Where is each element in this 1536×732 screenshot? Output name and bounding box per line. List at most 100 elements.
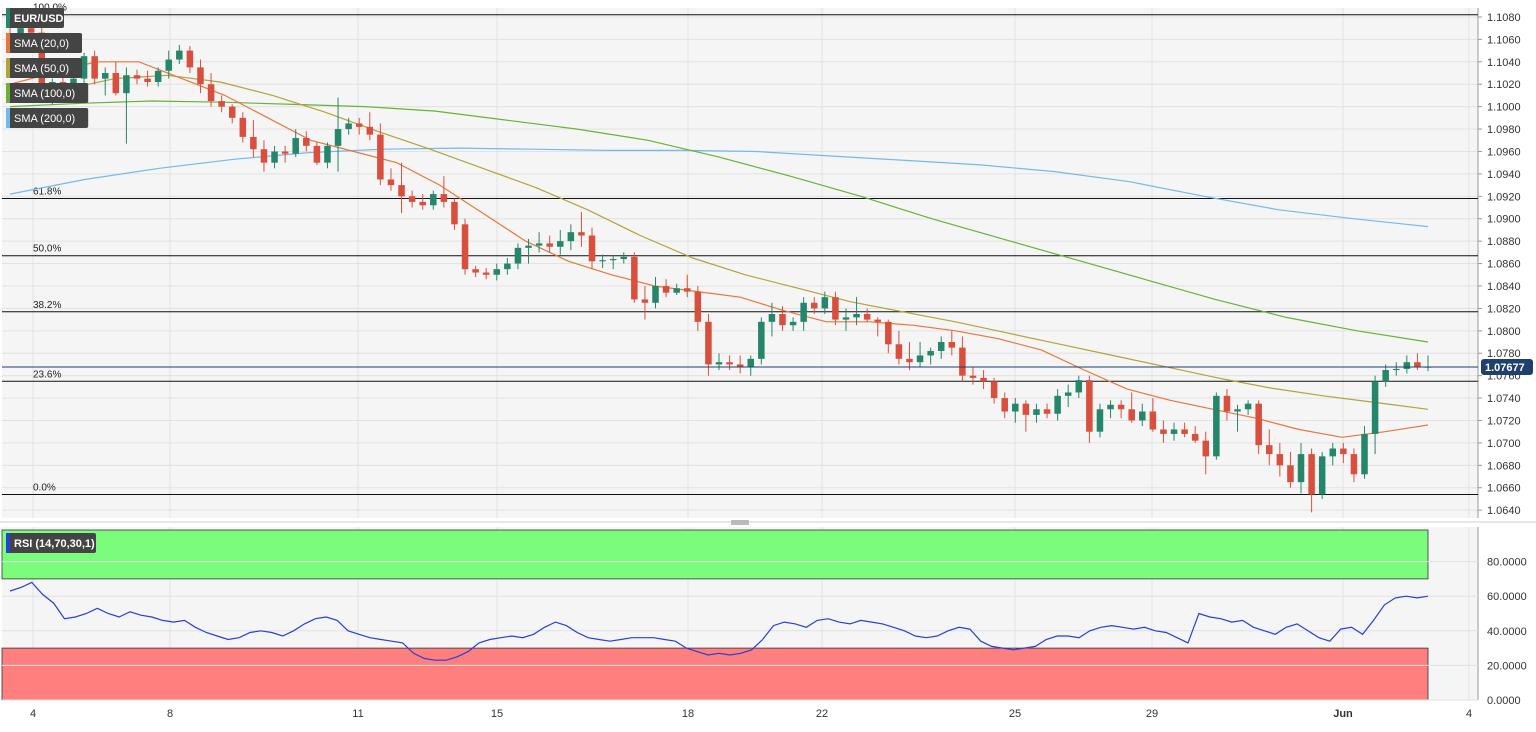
y-tick-label: 1.1060 xyxy=(1487,34,1521,46)
candle-body xyxy=(239,117,247,137)
candle-body xyxy=(1054,395,1061,414)
candle-body xyxy=(535,243,543,246)
y-tick-label: 1.1080 xyxy=(1487,12,1521,24)
last-price-badge xyxy=(1481,359,1533,376)
candle-body xyxy=(1160,429,1167,434)
candle-body xyxy=(578,232,585,236)
candle-body xyxy=(779,314,786,326)
candle-body xyxy=(1382,370,1389,382)
candle-body xyxy=(937,342,945,351)
candle-body xyxy=(1318,456,1326,495)
candle-body xyxy=(1012,403,1019,412)
candle-body xyxy=(652,285,659,303)
candle-body xyxy=(1096,409,1104,432)
legend-label: SMA (200,0) xyxy=(14,113,75,125)
rsi-overbought-zone xyxy=(1,529,1429,580)
candle-body xyxy=(218,101,225,107)
candle-body xyxy=(1255,403,1262,446)
candle-body xyxy=(1297,454,1305,483)
candle-body xyxy=(726,362,733,365)
candle-body xyxy=(853,314,860,318)
candle-body xyxy=(472,269,479,273)
rsi-tick-label: 20.0000 xyxy=(1487,660,1527,672)
candle-body xyxy=(694,291,702,322)
candle-body xyxy=(419,201,426,206)
y-tick-label: 1.0660 xyxy=(1487,483,1521,495)
candle-body xyxy=(430,194,437,206)
candle-body xyxy=(334,129,342,146)
resize-handle[interactable] xyxy=(731,520,749,525)
candle-body xyxy=(493,269,501,275)
y-tick-label: 1.1040 xyxy=(1487,57,1521,69)
y-tick-label: 1.0860 xyxy=(1487,259,1521,271)
candle-body xyxy=(1139,411,1146,421)
candle-body xyxy=(1149,411,1157,430)
x-tick-label: Jun xyxy=(1333,708,1353,720)
candle-body xyxy=(144,78,151,82)
legend-item[interactable] xyxy=(6,108,89,128)
legend-item[interactable] xyxy=(6,8,64,28)
candle-body xyxy=(1202,440,1210,457)
candle-body xyxy=(874,319,881,322)
y-tick-label: 1.0720 xyxy=(1487,415,1521,427)
candle-body xyxy=(27,28,35,33)
rsi-tick-label: 40.0000 xyxy=(1487,626,1527,638)
candle-body xyxy=(609,259,617,261)
candle-body xyxy=(1064,392,1072,396)
candle-body xyxy=(631,256,638,300)
rsi-tick-label: 80.0000 xyxy=(1487,557,1527,569)
candle-body xyxy=(895,344,903,359)
rsi-legend[interactable] xyxy=(6,533,96,553)
rsi-oversold-zone xyxy=(1,647,1429,701)
candle-body xyxy=(440,194,448,202)
y-tick-label: 1.0880 xyxy=(1487,236,1521,248)
candle-body xyxy=(112,73,120,94)
candle-body xyxy=(1414,362,1421,367)
candle-body xyxy=(1276,454,1284,466)
sma-200-line xyxy=(9,147,1429,228)
candle-body xyxy=(641,299,649,303)
sma-20-line xyxy=(9,61,1429,438)
legend-item[interactable] xyxy=(6,58,82,78)
price-panel xyxy=(2,8,1478,518)
candle-body xyxy=(1001,398,1008,412)
candle-body xyxy=(482,272,490,275)
legend-item[interactable] xyxy=(6,33,82,53)
candle-body xyxy=(736,364,744,367)
candle-body xyxy=(1329,448,1337,457)
legend-item[interactable] xyxy=(6,83,89,103)
y-tick-label: 1.1020 xyxy=(1487,79,1521,91)
y-tick-label: 1.0900 xyxy=(1487,214,1521,226)
legend-label: EUR/USD xyxy=(14,13,64,25)
candle-body xyxy=(101,73,109,79)
candle-body xyxy=(567,232,575,242)
candle-body xyxy=(980,377,987,382)
fib-label: 61.8% xyxy=(33,187,61,198)
candle-body xyxy=(1403,362,1411,369)
fib-label: 23.6% xyxy=(33,369,61,380)
y-tick-label: 1.0940 xyxy=(1487,169,1521,181)
candle-body xyxy=(1266,445,1273,455)
candle-body xyxy=(80,56,88,79)
candle-body xyxy=(165,59,172,71)
candle-body xyxy=(789,321,797,326)
y-tick-label: 1.0740 xyxy=(1487,393,1521,405)
candle-body xyxy=(810,302,818,309)
last-price-label: 1.07677 xyxy=(1485,362,1525,374)
y-tick-label: 1.0820 xyxy=(1487,303,1521,315)
candle-body xyxy=(1223,395,1231,412)
candle-body xyxy=(186,50,194,68)
y-tick-label: 1.0640 xyxy=(1487,505,1521,517)
candle-body xyxy=(461,224,469,270)
x-tick-label: 29 xyxy=(1146,708,1158,720)
candle-body xyxy=(514,247,522,264)
x-tick-label: 4 xyxy=(1466,708,1472,720)
candle-body xyxy=(863,314,871,320)
candle-body xyxy=(588,235,596,262)
candle-body xyxy=(250,136,257,150)
y-tick-label: 1.0700 xyxy=(1487,438,1521,450)
candle-body xyxy=(197,67,204,85)
legend-swatch xyxy=(6,58,10,78)
candle-body xyxy=(673,288,680,293)
